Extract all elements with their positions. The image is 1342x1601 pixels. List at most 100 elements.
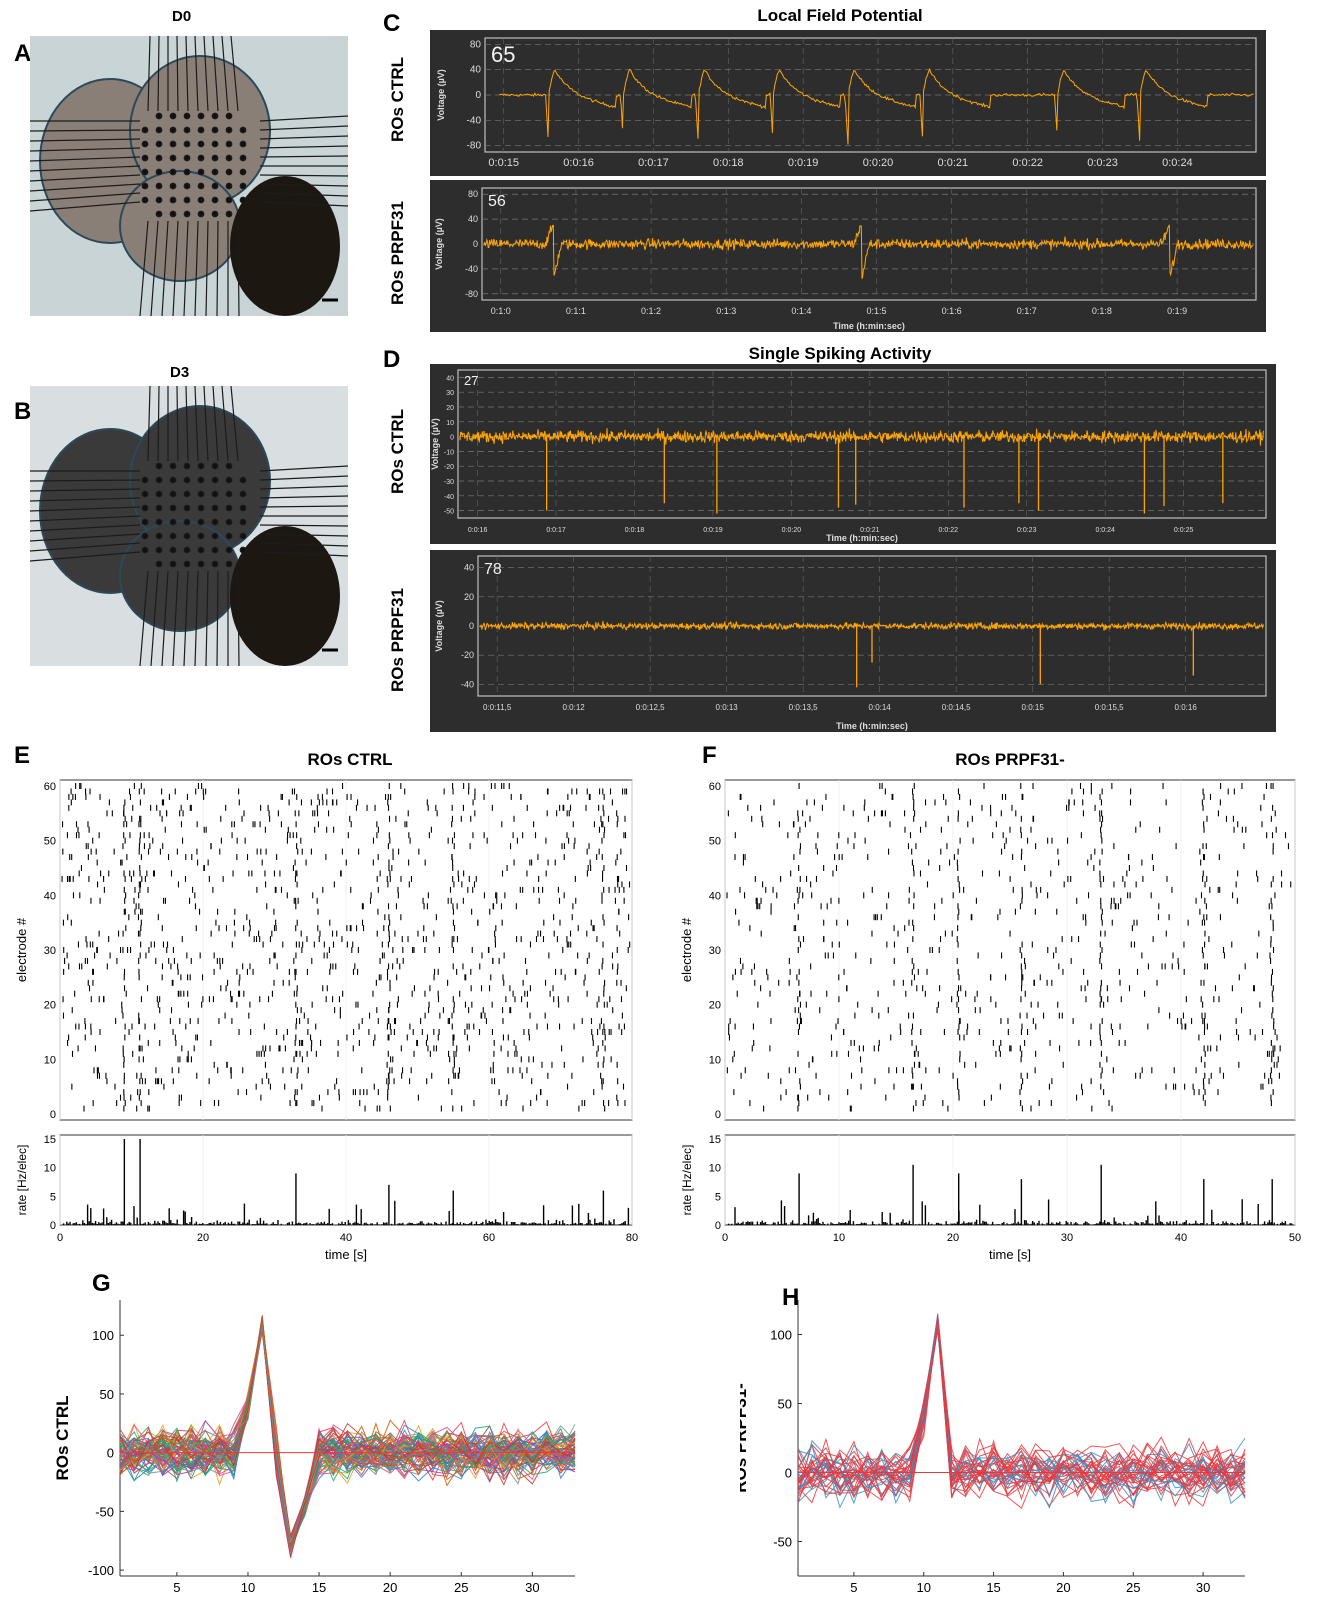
x-tick-label: 0:0:22 [1012, 157, 1043, 169]
x-tick-label: 0:0:24 [1162, 157, 1193, 169]
electrode-lead [30, 147, 141, 152]
x-tick-label: 0:0:17 [546, 527, 566, 534]
electrode [211, 196, 219, 204]
electrode-lead [194, 36, 199, 112]
electrode [197, 462, 205, 470]
x-tick-label: 25 [1126, 1580, 1140, 1595]
electrode-lead [185, 386, 189, 462]
electrode [169, 476, 177, 484]
electrode [239, 154, 247, 162]
electrode-lead [205, 220, 209, 316]
x-tick-label: 5 [850, 1580, 857, 1595]
electrode-lead [259, 495, 348, 499]
x-tick-label: 0:0:16 [563, 157, 594, 169]
electrode-lead [259, 533, 348, 537]
rate-y-tick-label: 0 [715, 1220, 721, 1232]
y-tick-label: -20 [461, 650, 474, 660]
electrode [211, 182, 219, 190]
panel-a-photo [30, 36, 348, 316]
electrode [225, 462, 233, 470]
y-tick-label: 20 [44, 1000, 56, 1012]
electrode-lead [30, 515, 141, 522]
waveform [119, 1317, 576, 1548]
panel-d1-chart: 40 30 20 10 0 -10 -20 -30 -40 -50 0:0:16 0:0:17 0:0:… [430, 369, 1267, 543]
electrode [225, 490, 233, 498]
electrode [155, 490, 163, 498]
y-tick-label: 0 [50, 1109, 56, 1121]
electrode [183, 532, 191, 540]
voltage-trace [483, 224, 1254, 279]
electrode-lead [216, 220, 219, 316]
electrode-lead [30, 551, 141, 562]
electrode [183, 196, 191, 204]
x-tick-label: 0:0:14 [869, 703, 892, 712]
electrode-lead [147, 386, 151, 462]
channel-number: 65 [491, 42, 515, 67]
electrode [239, 168, 247, 176]
electrode [225, 476, 233, 484]
x-tick-label: 0:0:13,5 [789, 703, 818, 712]
panel-d-letter: D [383, 346, 401, 373]
electrode-lead [172, 570, 179, 666]
electrode-lead [30, 192, 141, 202]
electrode [211, 154, 219, 162]
x-tick-label: 0:0:25 [1174, 527, 1194, 534]
y-tick-label: -40 [461, 679, 474, 689]
electrode-lead [30, 524, 141, 532]
y-tick-label: 50 [44, 836, 56, 848]
panel-d2-row-label: ROs PRPF31 [388, 588, 407, 692]
waveform [797, 1326, 1246, 1497]
electrode [183, 504, 191, 512]
electrode-lead [259, 174, 348, 177]
x-tick-label: 0 [57, 1232, 63, 1244]
x-axis-label: time [s] [989, 1247, 1031, 1262]
rate-y-axis-label: rate [Hz/elec] [680, 1145, 694, 1216]
x-tick-label: 60 [483, 1232, 495, 1244]
electrode [169, 210, 177, 218]
waveform [119, 1324, 576, 1559]
electrode [197, 126, 205, 134]
panel-a-title: D0 [172, 8, 192, 25]
electrode [169, 154, 177, 162]
y-tick-label: -40 [444, 494, 454, 501]
electrode-lead [157, 386, 160, 462]
x-tick-label: 40 [1175, 1232, 1187, 1244]
electrode [141, 476, 149, 484]
panel-h-chart: 100 50 0 -50 5 10 15 20 25 30 ROs PRPF31- [740, 1300, 1246, 1595]
electrode-lead [172, 220, 179, 316]
electrode-lead [30, 506, 141, 512]
electrode [183, 140, 191, 148]
electrode [141, 182, 149, 190]
electrode [155, 140, 163, 148]
electrode-lead [30, 165, 141, 172]
x-tick-label: 15 [312, 1580, 326, 1595]
x-tick-label: 20 [947, 1232, 959, 1244]
rate-histogram [61, 1139, 630, 1225]
electrode [155, 126, 163, 134]
x-tick-label: 0:0:14,5 [942, 703, 971, 712]
electrode [197, 504, 205, 512]
electrode [197, 168, 205, 176]
y-tick-label: -20 [444, 464, 454, 471]
x-tick-label: 0:0:17 [638, 157, 669, 169]
y-tick-label: 40 [44, 890, 56, 902]
electrode-array [30, 36, 348, 316]
y-tick-label: -80 [467, 141, 482, 152]
spike-trace [479, 620, 1265, 688]
electrode [169, 196, 177, 204]
y-tick-label: -30 [444, 479, 454, 486]
x-tick-label: 20 [197, 1232, 209, 1244]
electrode-lead [30, 201, 141, 212]
x-tick-label: 0:0:13 [716, 703, 739, 712]
y-axis-label: Voltage (µV) [430, 418, 440, 470]
x-tick-label: 0:0:18 [713, 157, 744, 169]
electrode [169, 490, 177, 498]
electrode-lead [194, 220, 199, 316]
panel-d1-scope: 40 30 20 10 0 -10 -20 -30 -40 -50 0:0:16 0:0:17 0:0:… [430, 364, 1276, 544]
electrode-lead [30, 183, 141, 192]
panel-a-letter: A [14, 40, 32, 67]
y-tick-label: 20 [464, 592, 474, 602]
lfp-trace [483, 224, 1254, 279]
waveform [119, 1321, 576, 1551]
